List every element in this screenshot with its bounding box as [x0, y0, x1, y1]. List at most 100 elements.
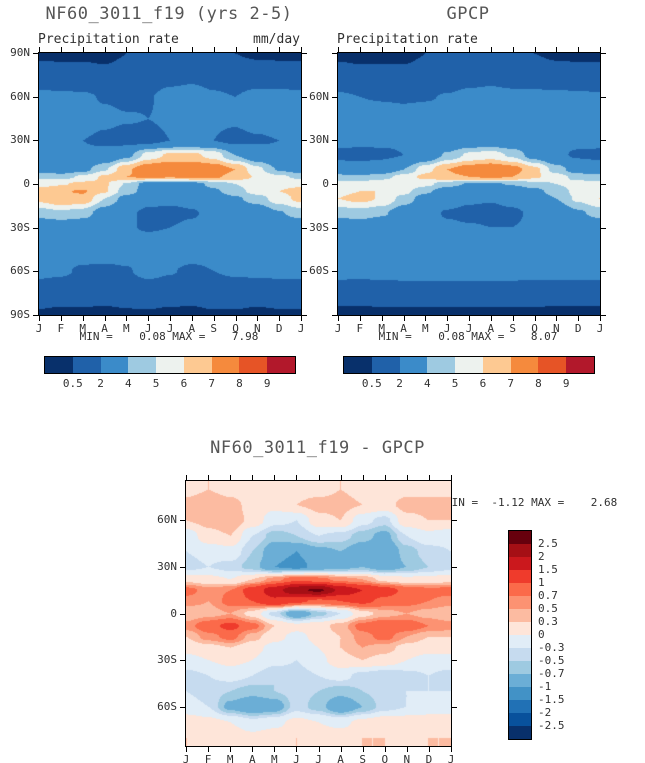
x-axis-tick — [381, 47, 383, 52]
y-axis-tick — [180, 519, 185, 521]
axis-title-row: Precipitation rate — [337, 32, 599, 47]
y-axis-tick — [452, 566, 457, 568]
units-label: mm/day — [253, 32, 300, 47]
colorbar-tick-label: 7 — [208, 377, 215, 390]
y-axis-tick — [33, 271, 38, 273]
x-axis-tick — [447, 47, 449, 52]
colorbar-segment — [509, 544, 531, 557]
colorbar-segment — [509, 661, 531, 674]
x-axis-tick — [578, 47, 580, 52]
latitude-label: 60S — [10, 264, 30, 278]
latitude-label: 60S — [157, 700, 177, 714]
colorbar-tick-label: -2.5 — [538, 719, 565, 732]
x-axis-tick — [126, 316, 128, 321]
month-label: M — [271, 753, 278, 763]
x-axis-tick — [186, 475, 187, 480]
month-label: A — [487, 322, 495, 335]
model-minus-gpcp-contour-plot — [185, 480, 452, 747]
month-label: S — [359, 753, 366, 763]
colorbar-segment — [509, 713, 531, 726]
latitude-label: 90N — [10, 46, 30, 59]
y-axis-tick — [452, 707, 457, 709]
latitude-label: 0 — [322, 177, 329, 190]
latitude-label: 90S — [10, 308, 30, 321]
colorbar-tick-label: 1 — [538, 576, 545, 589]
y-axis-tick — [33, 227, 38, 229]
panel-gpcp-precip: GPCP Precipitation rate MIN = 0.08 MAX =… — [299, 0, 621, 410]
colorbar-tick-label: 2 — [538, 550, 545, 563]
colorbar-tick-label: 0.5 — [361, 377, 382, 390]
x-axis-tick — [39, 47, 40, 52]
month-label: J — [166, 322, 174, 335]
colorbar-tick-label: 7 — [507, 377, 514, 390]
latitude-label: 30N — [157, 559, 177, 573]
x-axis-tick — [296, 747, 298, 752]
month-label: S — [509, 322, 516, 335]
colorbar-segment — [128, 357, 157, 373]
x-axis-tick — [425, 47, 427, 52]
colorbar-segment — [509, 700, 531, 713]
colorbar-tick-label: -2 — [538, 706, 552, 719]
x-axis-tick — [469, 47, 470, 52]
month-label: A — [337, 753, 344, 763]
colorbar-segment — [72, 357, 101, 373]
month-label: J — [443, 322, 451, 335]
y-axis-tick — [601, 184, 606, 185]
colorbar-segment — [509, 531, 531, 544]
panel-model-precip: NF60_3011_f19 (yrs 2-5) Precipitation ra… — [0, 0, 322, 410]
x-axis-tick — [403, 316, 405, 321]
colorbar-segment — [183, 357, 212, 373]
x-axis-tick — [104, 47, 106, 52]
x-axis-tick — [82, 316, 84, 321]
colorbar-tick-label: 0.5 — [62, 377, 83, 390]
panel-title: NF60_3011_f19 - GPCP — [210, 438, 425, 458]
colorbar-tick-label: 4 — [125, 377, 132, 390]
x-axis-tick — [338, 47, 339, 52]
colorbar-tick-label: 0.7 — [538, 589, 558, 602]
month-label: J — [447, 753, 455, 763]
x-axis-tick — [534, 47, 536, 52]
latitude-label: 60N — [309, 89, 329, 103]
x-axis-tick — [279, 47, 281, 52]
latitude-label: 0 — [170, 606, 177, 620]
month-label: J — [334, 322, 342, 335]
colorbar-tick-label: -0.7 — [538, 667, 565, 680]
colorbar-tick-label: -1 — [538, 680, 552, 693]
x-axis-tick — [338, 316, 339, 321]
x-axis-tick — [534, 316, 536, 321]
colorbar-tick-label: 0.5 — [538, 602, 558, 615]
y-axis-tick — [302, 315, 307, 316]
field-label: Precipitation rate — [337, 32, 478, 47]
x-axis-tick — [490, 316, 492, 321]
y-axis-tick — [452, 660, 457, 662]
colorbar-tick-label: 9 — [562, 377, 570, 390]
colorbar-tick-label: 0 — [538, 628, 545, 641]
x-axis-tick — [384, 747, 386, 752]
latitude-label: 30S — [157, 653, 177, 667]
y-axis-tick — [601, 315, 606, 316]
x-axis-tick — [425, 316, 427, 321]
colorbar-tick-label: -0.5 — [538, 654, 565, 667]
y-axis-tick — [302, 184, 307, 185]
x-axis-tick — [148, 316, 150, 321]
x-axis-tick — [512, 316, 514, 321]
latitude-label: 30S — [309, 220, 329, 234]
latitude-label: 60N — [10, 89, 30, 103]
month-label: M — [79, 322, 86, 335]
month-label: M — [123, 322, 130, 335]
month-label: M — [226, 753, 234, 763]
month-label: F — [57, 322, 65, 335]
month-label: D — [574, 322, 582, 335]
x-axis-tick — [252, 747, 254, 752]
colorbar-tick-label: -1.5 — [538, 693, 565, 706]
panel-title: GPCP — [446, 4, 490, 24]
x-axis-tick — [60, 47, 62, 52]
gpcp-precip-colorbar — [343, 356, 595, 374]
x-axis-tick — [235, 316, 237, 321]
x-axis-tick — [512, 47, 514, 52]
colorbar-segment — [344, 357, 372, 373]
x-axis-tick — [556, 316, 558, 321]
latitude-label: 60S — [309, 264, 329, 278]
x-axis-tick — [230, 475, 232, 480]
